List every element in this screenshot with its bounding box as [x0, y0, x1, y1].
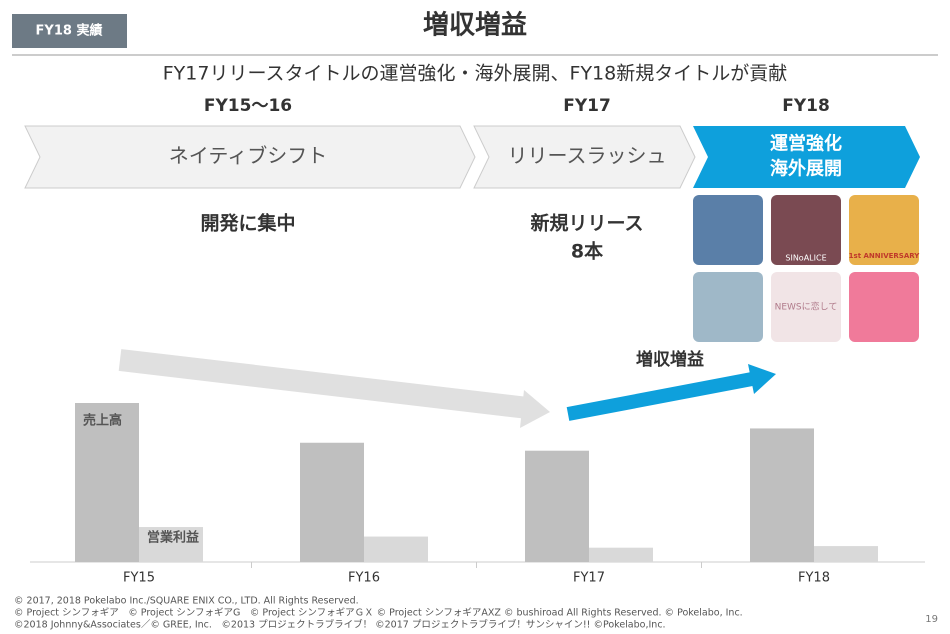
- bar: [75, 403, 139, 562]
- bar: [300, 442, 364, 562]
- icon-text: NEWSに恋して: [775, 301, 838, 313]
- copyright: ©2018 Johnny&Associates／© GREE, Inc. ©20…: [14, 619, 666, 631]
- phase-note: 8本: [571, 240, 603, 263]
- phase-label: ネイティブシフト: [169, 144, 327, 168]
- title: 増収増益: [423, 11, 527, 41]
- icons: SINoALICE 1st ANNIVERSARY NEWSに恋して: [693, 195, 920, 342]
- x-tick-label: FY16: [348, 571, 380, 586]
- copyright: © 2017, 2018 Pokelabo Inc./SQUARE ENIX C…: [14, 596, 359, 607]
- app-icon: [693, 272, 763, 342]
- bar: [525, 450, 589, 562]
- phase-period: FY17: [563, 96, 611, 116]
- growth-arrow: [566, 372, 754, 421]
- phase-chevron: [473, 125, 696, 189]
- bar: [139, 527, 203, 562]
- x-tick-label: FY17: [573, 571, 605, 586]
- app-icon: [693, 195, 763, 265]
- app-icon: [771, 272, 841, 342]
- tag: FY18 実績: [36, 23, 103, 39]
- app-icon: [771, 195, 841, 265]
- app-icon: [849, 195, 919, 265]
- phase-period: FY15〜16: [204, 96, 292, 116]
- phase-chevron: [693, 126, 920, 188]
- tag-box: [12, 14, 127, 48]
- icon-text: SINoALICE: [785, 254, 826, 263]
- bar: [814, 546, 878, 562]
- trend-label: 増収増益: [636, 349, 704, 370]
- trend-arrow-head: [520, 390, 550, 428]
- series-label: 売上高: [83, 413, 122, 429]
- phase-note: 新規リリース: [530, 212, 643, 235]
- copyright: © Project シンフォギア © Project シンフォギアG © Pro…: [14, 608, 743, 619]
- icon-text: 1st ANNIVERSARY: [849, 252, 921, 260]
- phase-label: リリースラッシュ: [508, 144, 667, 168]
- page-number: 19: [925, 614, 938, 625]
- trend-arrow: [118, 349, 530, 419]
- phase-label: 運営強化: [770, 133, 842, 155]
- subtitle: FY17リリースタイトルの運営強化・海外展開、FY18新規タイトルが貢献: [163, 63, 787, 85]
- x-tick-label: FY15: [123, 571, 155, 586]
- phase-label: 海外展開: [770, 158, 842, 180]
- bar: [589, 547, 653, 562]
- bar: [364, 536, 428, 562]
- series-label: 営業利益: [147, 530, 199, 546]
- phase-chevron: [24, 125, 476, 189]
- bar: [750, 428, 814, 562]
- growth-arrow-head: [748, 364, 776, 394]
- phase-period: FY18: [782, 96, 830, 116]
- phase-note: 開発に集中: [200, 212, 295, 235]
- app-icon: [849, 272, 919, 342]
- x-tick-label: FY18: [798, 571, 830, 586]
